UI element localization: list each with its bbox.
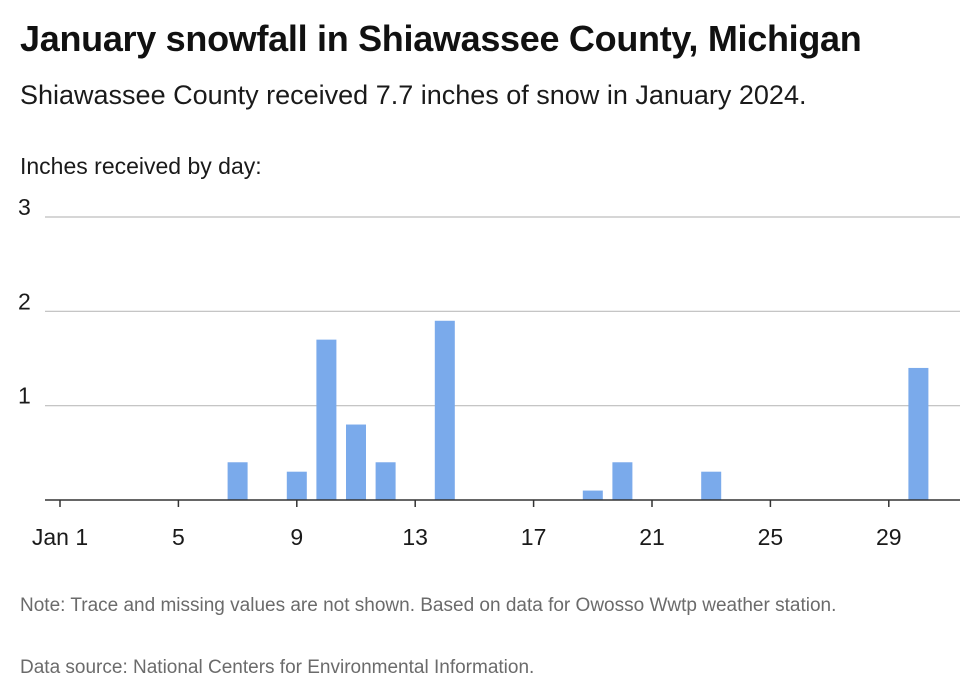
y-tick-label-2: 2 [18, 288, 31, 314]
bar-jan-12 [375, 462, 396, 500]
bar-jan-11 [346, 424, 366, 500]
x-tick-label-21: 21 [639, 524, 665, 550]
y-axis-label: Inches received by day: [20, 153, 262, 179]
bar-jan-23 [701, 471, 722, 500]
x-tick-label-13: 13 [402, 524, 428, 550]
x-tick-label-17: 17 [521, 524, 547, 550]
bar-jan-7 [227, 462, 248, 500]
chart-note: Note: Trace and missing values are not s… [20, 595, 837, 616]
y-tick-label-3: 3 [18, 194, 31, 220]
x-tick-label-9: 9 [290, 524, 303, 550]
x-tick-label-1: Jan 1 [32, 524, 88, 550]
data-source: Data source: National Centers for Enviro… [20, 657, 535, 678]
bar-jan-19 [582, 490, 603, 500]
bar-jan-14 [434, 320, 455, 500]
x-tick-label-5: 5 [172, 524, 185, 550]
chart-title: January snowfall in Shiawassee County, M… [20, 18, 862, 59]
snowfall-bar-chart: 1 2 3 Jan 1 5 9 13 17 21 25 29 [18, 194, 960, 550]
y-tick-label-1: 1 [18, 383, 31, 409]
bar-jan-10 [316, 339, 337, 500]
bar-jan-30 [908, 367, 929, 500]
bar-jan-9 [286, 471, 307, 500]
chart-subtitle: Shiawassee County received 7.7 inches of… [20, 80, 807, 110]
x-tick-label-29: 29 [876, 524, 902, 550]
bar-jan-20 [612, 462, 633, 500]
x-tick-label-25: 25 [758, 524, 784, 550]
